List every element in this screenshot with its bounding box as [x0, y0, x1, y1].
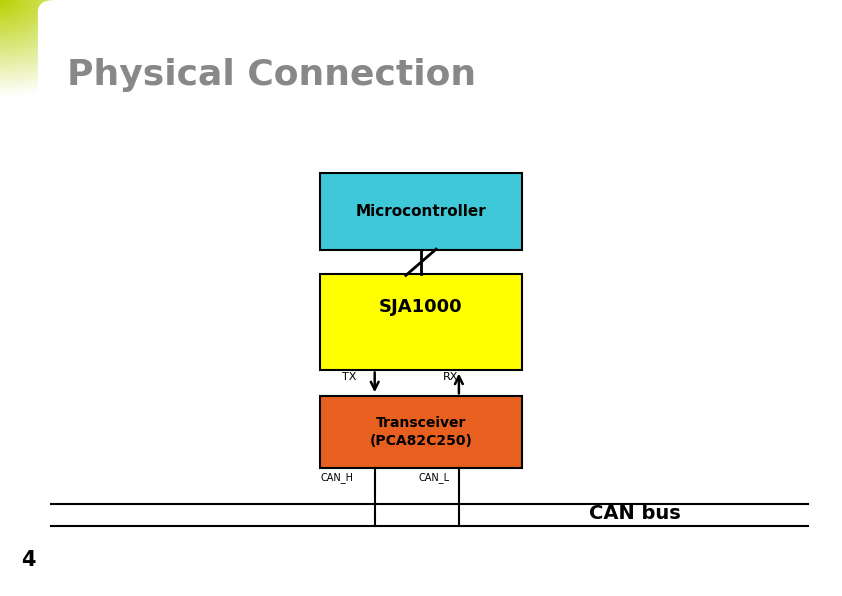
Text: SJA1000: SJA1000	[379, 298, 463, 316]
FancyBboxPatch shape	[320, 274, 522, 370]
Text: Physical Connection: Physical Connection	[67, 57, 477, 92]
FancyBboxPatch shape	[38, 0, 842, 569]
Text: CAN_L: CAN_L	[418, 472, 449, 483]
Text: Transceiver
(PCA82C250): Transceiver (PCA82C250)	[370, 417, 472, 448]
Text: CAN bus: CAN bus	[589, 504, 681, 523]
Text: Microcontroller: Microcontroller	[355, 204, 487, 219]
Text: 4: 4	[21, 550, 35, 570]
FancyBboxPatch shape	[320, 396, 522, 468]
Text: TX: TX	[342, 372, 357, 383]
FancyBboxPatch shape	[320, 173, 522, 250]
Text: RX: RX	[443, 372, 458, 383]
Text: CAN_H: CAN_H	[320, 472, 354, 483]
